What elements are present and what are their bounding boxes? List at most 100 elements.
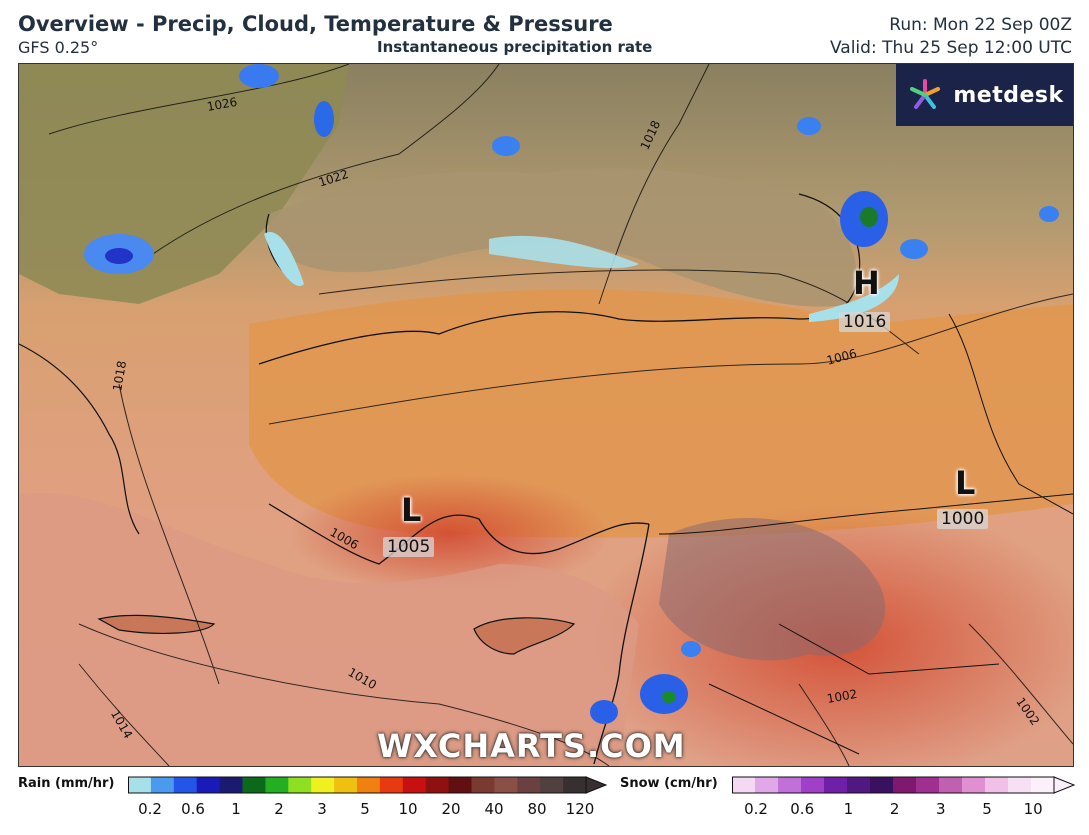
precip-light bbox=[809, 274, 899, 322]
legend-color-swatch bbox=[985, 777, 1009, 793]
border-syria-iraq bbox=[778, 623, 1000, 675]
precip-light bbox=[489, 235, 639, 269]
legend-color-swatch bbox=[265, 777, 289, 793]
legend-color-swatch bbox=[242, 777, 266, 793]
coastline-south bbox=[268, 503, 650, 565]
precip-blob bbox=[239, 64, 279, 88]
low-pressure-marker: L bbox=[401, 491, 422, 529]
valid-time: Valid: Thu 25 Sep 12:00 UTC bbox=[829, 38, 1072, 58]
logo-text: metdesk bbox=[953, 82, 1064, 108]
cloud-cover bbox=[659, 518, 886, 661]
legend-color-swatch bbox=[150, 777, 175, 793]
coastline-north bbox=[258, 311, 800, 365]
hot-region-south bbox=[289, 474, 609, 594]
legend-tick-label: 40 bbox=[484, 800, 504, 818]
legend-color-swatch bbox=[311, 777, 335, 793]
high-pressure-value: 1016 bbox=[839, 312, 891, 332]
legend-color-swatch bbox=[563, 777, 587, 793]
snow-colorbar bbox=[732, 776, 1076, 794]
precip-blob bbox=[105, 248, 133, 264]
legend-color-swatch bbox=[219, 777, 243, 793]
precip-blob bbox=[681, 641, 701, 657]
precip-blob bbox=[590, 700, 618, 724]
legend-color-swatch bbox=[288, 777, 312, 793]
legend-color-swatch bbox=[962, 777, 986, 793]
map-canvas bbox=[19, 64, 1073, 766]
legend-color-swatch bbox=[847, 777, 871, 793]
legend-color-swatch bbox=[893, 777, 917, 793]
isobar-line bbox=[798, 683, 850, 766]
legend-color-swatch bbox=[1031, 777, 1055, 793]
legend-color-swatch bbox=[173, 777, 198, 793]
legend-color-swatch bbox=[916, 777, 940, 793]
legend-tick-label: 20 bbox=[441, 800, 461, 818]
isobar-line bbox=[78, 663, 170, 766]
precip-blob bbox=[492, 136, 520, 156]
legend-color-swatch bbox=[334, 777, 358, 793]
legend-color-swatch bbox=[517, 777, 541, 793]
isobar-line bbox=[118, 383, 220, 685]
isobar-line bbox=[968, 623, 1073, 745]
precip-light bbox=[264, 232, 304, 286]
legend-tick-label: 3 bbox=[317, 800, 327, 818]
precip-blob bbox=[314, 101, 334, 137]
model-name: GFS 0.25° bbox=[18, 38, 99, 57]
legend-tick-label: 0.6 bbox=[790, 800, 815, 818]
legend-color-swatch bbox=[425, 777, 450, 793]
snow-legend-label: Snow (cm/hr) bbox=[620, 776, 718, 791]
weather-map[interactable]: metdesk H 1016 L 1005 L 1000 1026 1022 1… bbox=[18, 63, 1074, 767]
coastline-greece bbox=[19, 343, 140, 535]
legend-color-swatch bbox=[870, 777, 894, 793]
legend-color-swatch bbox=[540, 777, 564, 793]
legend-tick-label: 0.2 bbox=[744, 800, 768, 818]
border-turkey-syria bbox=[658, 493, 1073, 535]
legend-tick-label: 2 bbox=[274, 800, 284, 818]
legend-tick-label: 3 bbox=[936, 800, 946, 818]
legend-color-swatch bbox=[448, 777, 472, 793]
crete-island bbox=[97, 614, 216, 634]
metdesk-logo[interactable]: metdesk bbox=[896, 64, 1073, 126]
black-sea bbox=[269, 167, 857, 307]
run-time: Run: Mon 22 Sep 00Z bbox=[889, 15, 1072, 35]
precip-blob bbox=[900, 239, 928, 259]
legend-color-swatch bbox=[357, 777, 381, 793]
low-pressure-value: 1000 bbox=[937, 509, 989, 529]
isobar-line bbox=[138, 64, 500, 265]
border-iran bbox=[948, 313, 1073, 515]
legend-color-swatch bbox=[939, 777, 963, 793]
chart-subtitle: Instantaneous precipitation rate bbox=[377, 38, 653, 56]
legend-tick-label: 2 bbox=[889, 800, 900, 818]
legend-color-swatch bbox=[379, 777, 404, 793]
legend-tick-label: 0.6 bbox=[181, 800, 205, 818]
low-pressure-value: 1005 bbox=[383, 537, 435, 557]
legend-color-swatch bbox=[196, 777, 221, 793]
legend-color-swatch bbox=[494, 777, 518, 793]
isobar-line bbox=[78, 623, 610, 766]
legend-color-swatch bbox=[128, 777, 152, 793]
cyprus-island bbox=[473, 617, 576, 655]
chart-title: Overview - Precip, Cloud, Temperature & … bbox=[18, 12, 613, 36]
legend-arrow bbox=[1053, 776, 1076, 794]
rain-legend-label: Rain (mm/hr) bbox=[18, 776, 115, 791]
metdesk-star-icon bbox=[910, 79, 941, 109]
legend-color-swatch bbox=[778, 777, 802, 793]
precip-blob bbox=[797, 117, 821, 135]
precip-blob bbox=[662, 691, 676, 703]
precip-areas bbox=[84, 64, 1059, 724]
legend-tick-label: 5 bbox=[360, 800, 370, 818]
high-pressure-marker: H bbox=[853, 264, 880, 302]
isobar-line bbox=[48, 64, 350, 135]
legend-tick-label: 10 bbox=[1023, 800, 1043, 818]
legend-tick-label: 80 bbox=[527, 800, 547, 818]
legend-color-swatch bbox=[732, 777, 756, 793]
legend-color-swatch bbox=[755, 777, 779, 793]
legend-color-swatch bbox=[801, 777, 825, 793]
legend-color-swatch bbox=[471, 777, 495, 793]
rain-colorbar bbox=[128, 776, 608, 794]
wxcharts-watermark: WXCHARTS.COM bbox=[377, 727, 686, 765]
precip-blob bbox=[860, 207, 878, 227]
coastline-levant bbox=[593, 523, 650, 765]
legend-tick-label: 120 bbox=[565, 800, 595, 818]
legend-tick-label: 1 bbox=[231, 800, 241, 818]
precip-blob bbox=[1039, 206, 1059, 222]
